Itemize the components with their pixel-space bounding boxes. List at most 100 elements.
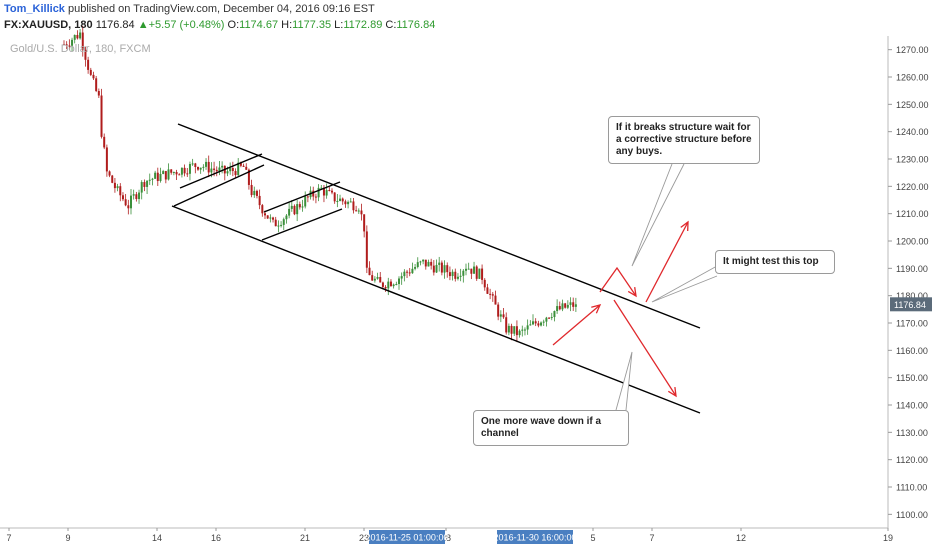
author-link[interactable]: Tom_Killick — [4, 3, 65, 15]
callout-structure-text: If it breaks structure wait for a correc… — [616, 122, 752, 157]
candle-up — [569, 302, 572, 305]
x-tick-label: 5 — [590, 533, 595, 543]
candle-down — [430, 261, 433, 266]
candle-up — [438, 262, 441, 265]
candle-up — [376, 277, 379, 279]
candle-down — [242, 165, 245, 167]
y-tick-label: 1250.00 — [896, 100, 929, 110]
candle-down — [186, 173, 189, 175]
candle-up — [320, 187, 323, 189]
last-price-tag — [890, 297, 932, 312]
candle-down — [84, 49, 87, 60]
candle-down — [481, 268, 484, 280]
y-axis: 1100.00 1110.00 1120.00 1130.00 1140.00 1150.… — [887, 36, 932, 528]
candle-down — [486, 287, 489, 294]
channel-lower — [171, 205, 701, 414]
flag1-lower — [173, 164, 265, 207]
candle-up — [277, 225, 280, 227]
candle-up — [422, 259, 425, 262]
candle-down — [384, 286, 387, 289]
low-value: 1172.89 — [343, 19, 383, 31]
candle-down — [505, 317, 508, 333]
y-tick-label: 1190.00 — [896, 264, 928, 274]
x-tick-label: 16 — [211, 533, 221, 543]
candle-up — [499, 314, 502, 317]
last-price-tag-label: 1176.84 — [894, 300, 926, 310]
candle-down — [293, 205, 296, 215]
candle-down — [175, 171, 178, 175]
high-value: 1177.35 — [292, 19, 332, 31]
candle-up — [159, 173, 162, 182]
candle-up — [427, 261, 430, 267]
candle-up — [416, 262, 419, 268]
arrow-up-to-line — [552, 304, 601, 346]
y-tick-label: 1260.00 — [896, 73, 929, 83]
candle-down — [250, 184, 253, 196]
trendlines[interactable] — [171, 123, 701, 414]
change-value: +5.57 (+0.48%) — [148, 19, 225, 31]
candle-up — [221, 165, 224, 168]
candle-up — [529, 324, 532, 326]
y-tick-label: 1220.00 — [896, 182, 929, 192]
candle-up — [521, 329, 524, 331]
candle-down — [406, 271, 409, 273]
pointer-test-top — [651, 265, 718, 303]
candle-down — [454, 271, 457, 279]
callout-structure[interactable]: If it breaks structure wait for a correc… — [608, 116, 760, 164]
callout-test-top[interactable]: It might test this top — [715, 250, 835, 274]
x-tick-label: 21 — [300, 533, 310, 543]
candle-down — [97, 90, 100, 96]
y-tick-label: 1130.00 — [896, 428, 928, 438]
candle-up — [237, 162, 240, 176]
candle-up — [296, 204, 299, 215]
candle-up — [317, 187, 320, 198]
candle-down — [194, 163, 197, 168]
candle-up — [73, 34, 76, 40]
candle-up — [347, 201, 350, 205]
candle-up — [116, 186, 119, 189]
candle-down — [258, 195, 261, 206]
callout-wave-down[interactable]: One more wave down if a channel — [473, 410, 629, 446]
candle-up — [400, 276, 403, 279]
candle-up — [218, 167, 221, 172]
candle-up — [550, 317, 553, 319]
candle-down — [81, 32, 84, 50]
candle-down — [183, 167, 186, 174]
candle-up — [199, 167, 202, 170]
candle-down — [170, 169, 173, 173]
chart-header: Tom_Killick published on TradingView.com… — [0, 0, 932, 36]
candle-down — [113, 182, 116, 189]
candle-down — [239, 162, 242, 166]
x-tick-label: 23 — [359, 533, 369, 543]
candle-up — [556, 306, 559, 312]
ohlc-line: FX:XAUUSD, 180 1176.84 ▲+5.57 (+0.48%) O… — [4, 19, 435, 31]
x-tick-label: 14 — [152, 533, 162, 543]
candle-up — [191, 163, 194, 165]
candle-up — [542, 321, 545, 323]
open-label: O: — [227, 19, 240, 31]
candle-down — [344, 201, 347, 205]
candle-up — [339, 198, 342, 201]
candle-down — [515, 326, 518, 336]
candle-down — [261, 205, 264, 214]
candle-up — [280, 224, 283, 226]
candle-up — [518, 330, 521, 336]
y-tick-label: 1100.00 — [896, 510, 928, 520]
candle-up — [304, 196, 307, 207]
candle-down — [274, 219, 277, 227]
pointer-wave-down — [615, 351, 633, 411]
candle-up — [336, 200, 339, 202]
candle-up — [290, 205, 293, 209]
candle-down — [497, 304, 500, 317]
close-value: 1176.84 — [396, 19, 436, 31]
candle-up — [148, 179, 151, 181]
arrow-head-icon — [591, 304, 602, 314]
x-highlight-tag — [497, 530, 573, 544]
candle-up — [349, 201, 352, 203]
candle-down — [119, 186, 122, 196]
candle-up — [411, 268, 414, 274]
candle-up — [301, 206, 304, 208]
candle-down — [89, 69, 92, 75]
candle-up — [373, 278, 376, 281]
